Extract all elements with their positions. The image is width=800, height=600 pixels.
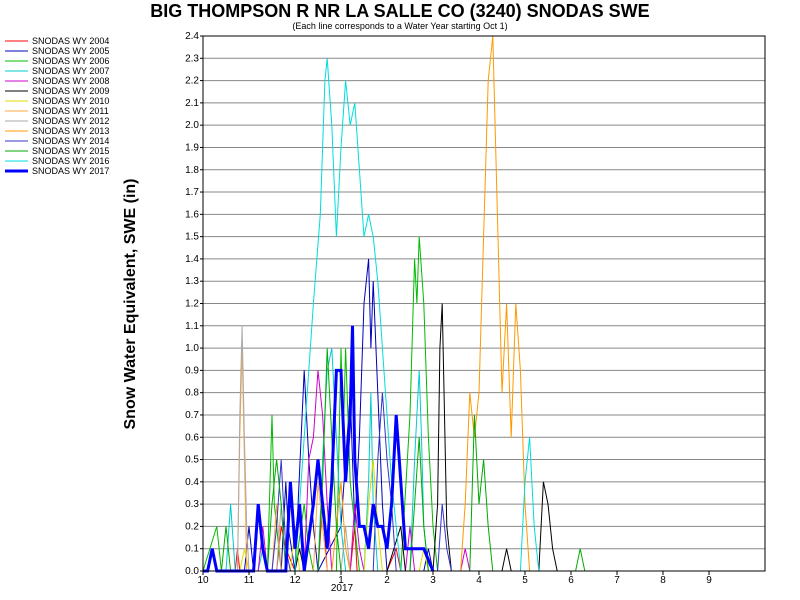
grid-lines [203, 57, 765, 550]
legend-label: SNODAS WY 2014 [32, 136, 109, 146]
x-tick-label: 7 [614, 575, 620, 586]
legend-label: SNODAS WY 2015 [32, 146, 109, 156]
y-tick-label: 1.1 [185, 321, 199, 332]
x-tick-label: 10 [197, 575, 209, 586]
y-tick-label: 1.8 [185, 165, 199, 176]
x-tick-label: 12 [289, 575, 301, 586]
x-tick-label: 1 [338, 575, 344, 586]
legend-label: SNODAS WY 2010 [32, 96, 109, 106]
x-axis-year-label: 2017 [331, 583, 354, 594]
x-tick-label: 11 [244, 575, 255, 586]
legend-label: SNODAS WY 2012 [32, 116, 109, 126]
y-tick-label: 1.0 [185, 343, 199, 354]
y-tick-label: 1.9 [185, 142, 199, 153]
legend-label: SNODAS WY 2004 [32, 36, 109, 46]
y-tick-label: 1.4 [185, 254, 199, 265]
x-tick-label: 6 [568, 575, 574, 586]
series-line-snodas-wy-2013 [203, 35, 531, 572]
y-tick-label: 2.0 [185, 120, 199, 131]
y-tick-label: 0.8 [185, 388, 199, 399]
x-tick-label: 3 [430, 575, 436, 586]
y-axis-ticks: 0.0 0.1 0.2 0.3 0.4 0.5 0.6 0.7 0.8 0.9 1.0 1.1 1.2 1… [185, 31, 203, 577]
y-tick-label: 1.5 [185, 232, 199, 243]
x-tick-label: 2 [384, 575, 390, 586]
y-tick-label: 1.3 [185, 276, 199, 287]
legend-label: SNODAS WY 2013 [32, 126, 109, 136]
y-tick-label: 0.7 [185, 410, 199, 421]
y-tick-label: 0.6 [185, 432, 199, 443]
y-tick-label: 0.2 [185, 521, 199, 532]
legend-label: SNODAS WY 2008 [32, 76, 109, 86]
y-tick-label: 2.3 [185, 53, 199, 64]
y-tick-label: 0.4 [185, 477, 199, 488]
legend-label: SNODAS WY 2009 [32, 86, 109, 96]
legend-label: SNODAS WY 2006 [32, 56, 109, 66]
chart-subtitle: (Each line corresponds to a Water Year s… [292, 21, 507, 31]
x-tick-label: 9 [706, 575, 712, 586]
y-tick-label: 0.5 [185, 455, 199, 466]
x-tick-label: 4 [476, 575, 482, 586]
y-tick-label: 2.4 [185, 31, 199, 42]
series-line-snodas-wy-2014 [203, 392, 452, 572]
chart-title: BIG THOMPSON R NR LA SALLE CO (3240) SNO… [150, 1, 649, 21]
legend-label: SNODAS WY 2017 [32, 166, 109, 176]
series-line-snodas-wy-2017 [203, 325, 435, 573]
y-tick-label: 2.1 [185, 98, 199, 109]
y-tick-label: 0.0 [185, 566, 199, 577]
y-tick-label: 2.2 [185, 76, 199, 87]
y-tick-label: 1.2 [185, 299, 199, 310]
y-axis-label: Snow Water Equivalent, SWE (in) [122, 179, 139, 430]
y-tick-label: 1.7 [185, 187, 199, 198]
legend-label: SNODAS WY 2007 [32, 66, 109, 76]
legend-label: SNODAS WY 2011 [32, 106, 109, 116]
x-tick-label: 8 [660, 575, 666, 586]
x-tick-label: 5 [522, 575, 528, 586]
legend-label: SNODAS WY 2005 [32, 46, 109, 56]
legend-label: SNODAS WY 2016 [32, 156, 109, 166]
y-tick-label: 0.3 [185, 499, 199, 510]
y-tick-label: 0.9 [185, 365, 199, 376]
y-tick-label: 1.6 [185, 209, 199, 220]
y-tick-label: 0.1 [185, 544, 199, 555]
x-axis-ticks: 10 11 12 1 2 3 4 5 6 7 8 9 [197, 571, 712, 586]
